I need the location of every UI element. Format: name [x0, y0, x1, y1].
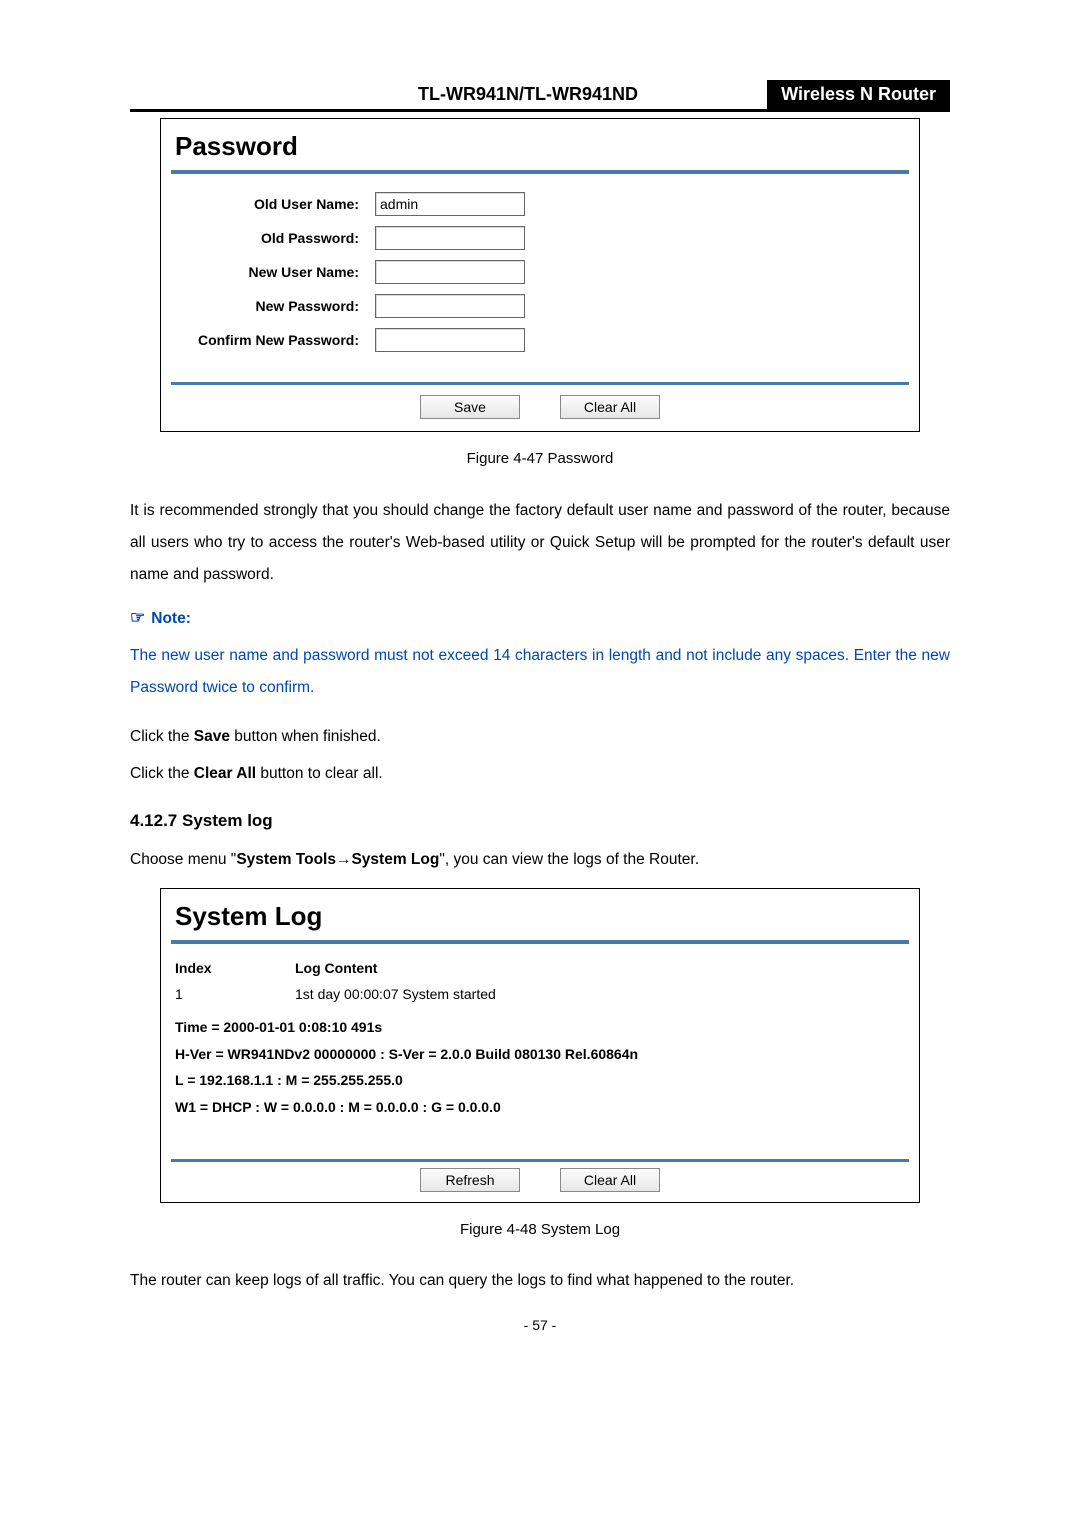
figure-caption-password: Figure 4-47 Password: [130, 450, 950, 467]
password-panel: Password Old User Name: Old Password: Ne…: [160, 118, 920, 432]
new-password-input[interactable]: [375, 294, 525, 318]
log-row-index: 1: [175, 986, 295, 1002]
col-index-header: Index: [175, 960, 295, 976]
note-label: Note:: [151, 610, 191, 627]
confirm-password-row: Confirm New Password:: [175, 328, 905, 352]
log-row: 1 1st day 00:00:07 System started: [175, 986, 905, 1002]
new-password-label: New Password:: [175, 298, 375, 314]
col-content-header: Log Content: [295, 960, 905, 976]
log-header-row: Index Log Content: [175, 960, 905, 976]
confirm-password-label: Confirm New Password:: [175, 332, 375, 348]
log-info-time: Time = 2000-01-01 0:08:10 491s: [175, 1014, 905, 1041]
doc-header: TL-WR941N/TL-WR941ND Wireless N Router: [130, 80, 950, 112]
old-username-row: Old User Name:: [175, 192, 905, 216]
log-info-wan: W1 = DHCP : W = 0.0.0.0 : M = 0.0.0.0 : …: [175, 1094, 905, 1121]
page-number: - 57 -: [130, 1317, 950, 1333]
new-username-input[interactable]: [375, 260, 525, 284]
log-info-ver: H-Ver = WR941NDv2 00000000 : S-Ver = 2.0…: [175, 1041, 905, 1068]
clear-all-button[interactable]: Clear All: [560, 395, 660, 419]
password-button-row: Save Clear All: [161, 385, 919, 431]
clear-all-log-button[interactable]: Clear All: [560, 1168, 660, 1192]
log-row-content: 1st day 00:00:07 System started: [295, 986, 905, 1002]
password-form: Old User Name: Old Password: New User Na…: [161, 174, 919, 382]
log-info-lan: L = 192.168.1.1 : M = 255.255.255.0: [175, 1067, 905, 1094]
new-password-row: New Password:: [175, 294, 905, 318]
figure-caption-syslog: Figure 4-48 System Log: [130, 1221, 950, 1238]
footer-text: The router can keep logs of all traffic.…: [130, 1266, 950, 1295]
confirm-password-input[interactable]: [375, 328, 525, 352]
pointer-icon: ☞: [130, 608, 145, 627]
system-log-intro: Choose menu "System Tools→System Log", y…: [130, 845, 950, 874]
system-log-heading: 4.12.7 System log: [130, 811, 950, 831]
new-username-row: New User Name:: [175, 260, 905, 284]
old-password-input[interactable]: [375, 226, 525, 250]
clear-instruction: Click the Clear All button to clear all.: [130, 759, 950, 788]
save-instruction: Click the Save button when finished.: [130, 722, 950, 751]
refresh-button[interactable]: Refresh: [420, 1168, 520, 1192]
syslog-button-row: Refresh Clear All: [161, 1162, 919, 1202]
system-log-panel-title: System Log: [161, 889, 919, 940]
old-username-label: Old User Name:: [175, 196, 375, 212]
save-button[interactable]: Save: [420, 395, 520, 419]
system-log-panel: System Log Index Log Content 1 1st day 0…: [160, 888, 920, 1202]
new-username-label: New User Name:: [175, 264, 375, 280]
old-password-row: Old Password:: [175, 226, 905, 250]
password-panel-title: Password: [161, 119, 919, 170]
recommend-text: It is recommended strongly that you shou…: [130, 495, 950, 590]
old-username-input[interactable]: [375, 192, 525, 216]
log-table: Index Log Content 1 1st day 00:00:07 Sys…: [161, 944, 919, 1128]
old-password-label: Old Password:: [175, 230, 375, 246]
device-type-label: Wireless N Router: [767, 80, 950, 109]
note-body: The new user name and password must not …: [130, 640, 950, 704]
model-label: TL-WR941N/TL-WR941ND: [410, 80, 646, 109]
note-heading: ☞ Note:: [130, 608, 950, 628]
